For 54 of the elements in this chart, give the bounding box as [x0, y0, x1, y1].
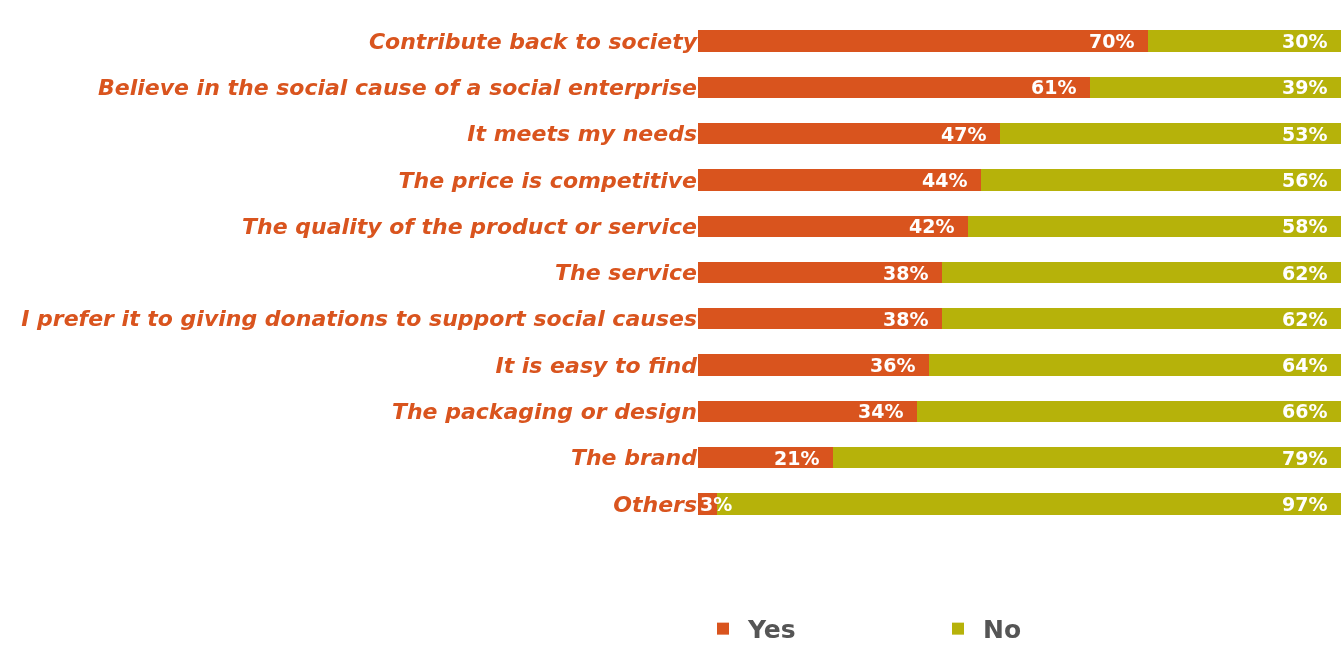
y-tick-label: The brand [570, 445, 698, 471]
y-tick-label: Contribute back to society [368, 28, 699, 54]
y-tick-label: The service [555, 260, 698, 286]
data-label: 64% [1282, 354, 1328, 376]
y-tick-label: The quality of the product or service [242, 213, 698, 239]
data-label: 39% [1282, 76, 1328, 98]
data-label: 47% [941, 123, 987, 145]
y-tick-label: It is easy to find [495, 352, 698, 378]
bar [833, 446, 1341, 469]
data-label: 3% [700, 493, 733, 515]
bar [698, 215, 969, 237]
data-label: 70% [1089, 30, 1135, 52]
y-tick-label: Others [613, 491, 697, 517]
bar [968, 215, 1341, 237]
bar [698, 400, 917, 422]
bar [698, 354, 930, 376]
legend-label: Yes [747, 615, 796, 645]
data-label: 62% [1282, 262, 1328, 284]
bar [1090, 76, 1341, 99]
y-tick-label: Believe in the social cause of a social enterprise [97, 75, 698, 101]
bar [916, 400, 1341, 422]
bar [942, 261, 1341, 284]
bar [698, 261, 943, 284]
bar [698, 76, 1091, 99]
bar [1148, 30, 1341, 52]
bar [929, 354, 1341, 376]
data-label: 58% [1282, 215, 1328, 237]
bar [698, 123, 1001, 145]
data-label: 61% [1031, 76, 1077, 98]
data-label: 62% [1282, 308, 1328, 330]
data-label: 42% [909, 215, 955, 237]
y-tick-label: The packaging or design [391, 399, 697, 425]
bar [1000, 123, 1341, 145]
data-label: 56% [1282, 169, 1328, 191]
data-label: 66% [1282, 400, 1328, 422]
data-label: 38% [883, 262, 929, 284]
data-label: 21% [774, 447, 820, 469]
data-label: 53% [1282, 123, 1328, 145]
y-tick-label: It meets my needs [467, 121, 697, 147]
legend-label: No [983, 615, 1022, 645]
bar [698, 169, 981, 191]
bar [698, 308, 943, 330]
data-label: 34% [858, 400, 904, 422]
bar [698, 30, 1149, 52]
y-tick-label: I prefer it to giving donations to support social causes [21, 306, 697, 332]
bar [942, 308, 1341, 330]
data-label: 97% [1282, 493, 1328, 515]
y-tick-label: The price is competitive [398, 167, 698, 193]
data-label: 44% [922, 169, 968, 191]
data-label: 79% [1282, 447, 1328, 469]
data-label: 36% [870, 354, 916, 376]
bar [980, 169, 1341, 191]
data-label: 30% [1282, 30, 1328, 52]
data-label: 38% [883, 308, 929, 330]
